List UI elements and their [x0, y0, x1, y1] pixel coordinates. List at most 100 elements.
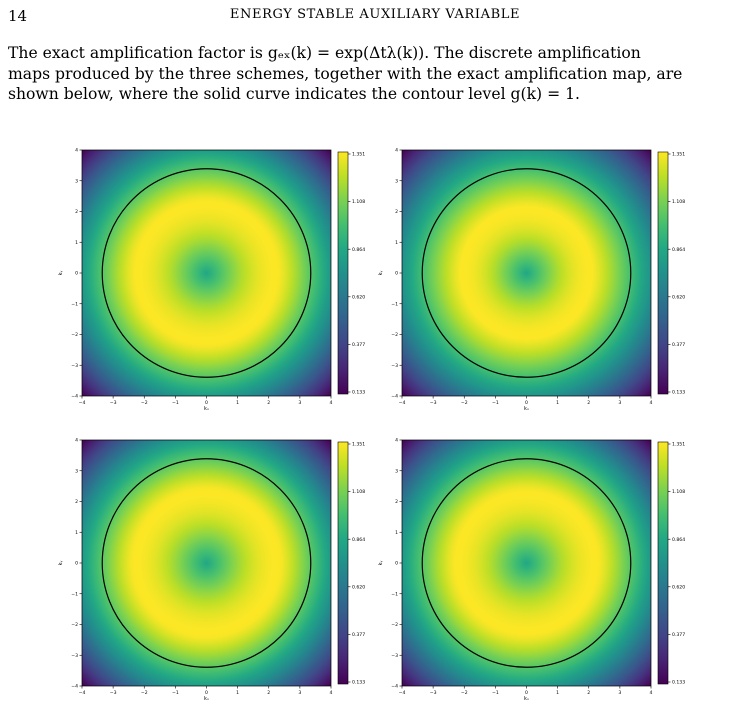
colorbar [337, 151, 349, 395]
x-tick-label: 0 [525, 400, 528, 406]
x-tick-label: 0 [205, 400, 208, 406]
y-tick-label: 3 [75, 178, 78, 184]
colorbar-tick-label: 1.351 [672, 152, 685, 158]
colorbar-tick-label: 1.108 [672, 199, 685, 205]
heatmap-field [82, 150, 331, 396]
x-tick-label: 1 [236, 690, 239, 696]
x-tick-label: −4 [399, 400, 406, 406]
colorbar [657, 441, 669, 685]
y-tick-label: −2 [71, 332, 78, 338]
x-tick-label: −2 [461, 690, 468, 696]
x-tick-label: −3 [430, 400, 437, 406]
x-tick-label: −3 [110, 690, 117, 696]
colorbar-tick-label: 0.133 [672, 390, 685, 396]
y-tick-label: 0 [395, 271, 398, 277]
y-tick-label: 1 [75, 530, 78, 536]
y-tick-label: −3 [391, 363, 398, 369]
y-tick-label: −4 [391, 684, 398, 690]
y-tick-label: −4 [71, 684, 78, 690]
colorbar-tick-label: 0.864 [352, 247, 365, 253]
heatmap-field [82, 440, 331, 686]
colorbar-tick-label: 0.133 [352, 680, 365, 686]
colorbar-tick-label: 0.864 [672, 537, 685, 543]
colorbar-tick-label: 0.620 [352, 584, 365, 590]
contour-line [101, 168, 312, 378]
colorbar-tick-label: 1.108 [672, 489, 685, 495]
x-tick-label: −4 [79, 690, 86, 696]
colorbar-tick-label: 0.864 [672, 247, 685, 253]
y-tick-label: 4 [395, 438, 398, 444]
x-tick-label: 2 [267, 400, 270, 406]
y-tick-label: 3 [395, 468, 398, 474]
heatmap-panel: −4 −3 −2 −1 0 1 2 3 4 −4 −3 −2 −1 0 1 2 3 4 kₓ kᵧ 1.351 1.108… [58, 438, 365, 702]
colorbar-tick-label: 0.377 [672, 632, 685, 638]
y-tick-label: −1 [71, 591, 78, 597]
colorbar-tick-label: 0.377 [672, 342, 685, 348]
y-tick-label: 2 [395, 209, 398, 215]
x-tick-label: −1 [172, 400, 179, 406]
y-tick-label: 4 [75, 438, 78, 444]
x-tick-label: −2 [141, 690, 148, 696]
colorbar-tick-label: 0.133 [672, 680, 685, 686]
colorbar-tick-label: 1.351 [352, 152, 365, 158]
x-tick-label: 1 [556, 690, 559, 696]
y-tick-label: 2 [395, 499, 398, 505]
y-axis-label: kᵧ [378, 560, 384, 565]
colorbar-tick-label: 0.377 [352, 632, 365, 638]
contour-line [421, 458, 632, 668]
contour-line [421, 168, 632, 378]
y-tick-label: 1 [395, 240, 398, 246]
y-tick-label: −2 [391, 332, 398, 338]
y-tick-label: −2 [391, 622, 398, 628]
y-tick-label: 0 [75, 271, 78, 277]
y-tick-label: 0 [75, 561, 78, 567]
x-tick-label: −2 [141, 400, 148, 406]
heatmap-panel: −4 −3 −2 −1 0 1 2 3 4 −4 −3 −2 −1 0 1 2 3 4 kₓ kᵧ 1.351 1.108… [378, 148, 685, 412]
y-tick-label: 2 [75, 499, 78, 505]
y-axis-label: kᵧ [378, 270, 384, 275]
y-tick-label: −4 [71, 394, 78, 400]
x-tick-label: 1 [236, 400, 239, 406]
y-tick-label: −2 [71, 622, 78, 628]
y-tick-label: −1 [71, 301, 78, 307]
running-title: ENERGY STABLE AUXILIARY VARIABLE [229, 7, 521, 22]
colorbar-tick-label: 0.864 [352, 537, 365, 543]
heatmap-field [402, 440, 651, 686]
x-tick-label: −2 [461, 400, 468, 406]
x-tick-label: 4 [330, 690, 333, 696]
colorbar-tick-label: 0.377 [352, 342, 365, 348]
y-tick-label: 3 [75, 468, 78, 474]
y-tick-label: −1 [391, 591, 398, 597]
x-tick-label: −3 [430, 690, 437, 696]
paragraph-line-3: shown below, where the solid curve indic… [8, 85, 580, 103]
x-tick-label: 3 [298, 400, 301, 406]
x-tick-label: 3 [298, 690, 301, 696]
colorbar-tick-label: 0.620 [672, 584, 685, 590]
paragraph-line-2: maps produced by the three schemes, toge… [8, 64, 683, 83]
x-tick-label: 4 [650, 690, 653, 696]
y-tick-label: −4 [391, 394, 398, 400]
y-tick-label: −3 [391, 653, 398, 659]
x-tick-label: 2 [587, 400, 590, 406]
heatmap-field [402, 150, 651, 396]
x-axis-label: kₓ [204, 696, 209, 702]
colorbar-tick-label: 1.108 [352, 199, 365, 205]
body-paragraph: The exact amplification factor is gₑₓ(k)… [8, 43, 746, 105]
x-tick-label: −4 [79, 400, 86, 406]
x-tick-label: 0 [205, 690, 208, 696]
colorbar-tick-label: 0.133 [352, 390, 365, 396]
y-tick-label: −3 [71, 653, 78, 659]
y-tick-label: 3 [395, 178, 398, 184]
x-axis-label: kₓ [204, 406, 209, 412]
colorbar-tick-label: 1.351 [672, 442, 685, 448]
x-tick-label: 0 [525, 690, 528, 696]
colorbar [337, 441, 349, 685]
heatmap-panel: −4 −3 −2 −1 0 1 2 3 4 −4 −3 −2 −1 0 1 2 3 4 kₓ kᵧ 1.351 1.108… [58, 148, 365, 412]
colorbar-tick-label: 1.108 [352, 489, 365, 495]
x-tick-label: −4 [399, 690, 406, 696]
page-number: 14 [8, 7, 28, 25]
y-axis-label: kᵧ [58, 560, 64, 565]
colorbar-tick-label: 1.351 [352, 442, 365, 448]
y-tick-label: 2 [75, 209, 78, 215]
